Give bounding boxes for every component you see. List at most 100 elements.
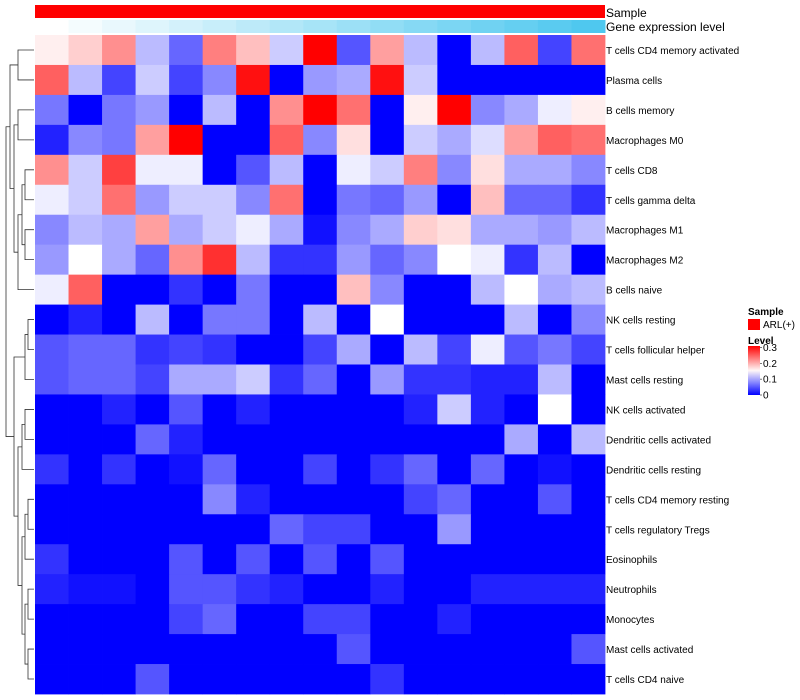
heatmap-cell xyxy=(370,244,405,276)
heatmap-cell xyxy=(403,124,438,156)
heatmap-cell xyxy=(336,244,371,276)
heatmap-cell xyxy=(35,574,69,605)
heatmap-cell xyxy=(571,634,606,665)
heatmap-cell xyxy=(470,604,505,635)
heatmap-cell xyxy=(303,514,338,545)
heatmap-cell xyxy=(202,214,237,246)
row-dendrogram xyxy=(5,49,34,680)
row-label: NK cells activated xyxy=(606,405,685,416)
heatmap-cell xyxy=(303,604,338,635)
heatmap-cell xyxy=(169,124,204,156)
heatmap-cell xyxy=(403,35,438,66)
heatmap-cell xyxy=(437,64,472,96)
heatmap-cell xyxy=(403,364,438,395)
heatmap-cell xyxy=(269,94,304,126)
heatmap-cell xyxy=(403,214,438,246)
heatmap-cell xyxy=(537,64,572,96)
heatmap-cell xyxy=(571,454,606,485)
heatmap-cell xyxy=(202,514,237,545)
heatmap-cell xyxy=(68,514,103,545)
heatmap-cell xyxy=(169,184,204,216)
dendrogram-branch xyxy=(24,513,34,560)
row-label: T cells CD4 memory resting xyxy=(606,495,729,506)
heatmap-cell xyxy=(202,124,237,156)
heatmap-cell xyxy=(537,304,572,335)
heatmap-cell xyxy=(269,394,304,425)
heatmap-cell xyxy=(303,544,338,575)
heatmap-cell xyxy=(202,154,237,186)
heatmap-cell xyxy=(437,35,472,66)
heatmap-cell xyxy=(68,64,103,96)
heatmap-cell xyxy=(403,454,438,485)
heatmap-cell xyxy=(269,35,304,66)
heatmap-cell xyxy=(202,664,237,695)
heatmap-cell xyxy=(135,484,170,515)
heatmap-cell xyxy=(504,274,539,305)
heatmap-cell xyxy=(303,634,338,665)
heatmap-cell xyxy=(571,604,606,635)
heatmap-cell xyxy=(102,64,136,96)
expression-annotation-cell xyxy=(470,20,505,33)
dendrogram-branch xyxy=(21,184,25,246)
heatmap-cell xyxy=(537,514,572,545)
heatmap-cell xyxy=(169,394,204,425)
heatmap-cell xyxy=(68,664,103,695)
heatmap-cell xyxy=(169,454,204,485)
heatmap-cell xyxy=(35,424,69,455)
heatmap-cell xyxy=(571,94,606,126)
heatmap-cell xyxy=(571,184,606,216)
heatmap-cell xyxy=(102,244,136,276)
heatmap-cell xyxy=(470,94,505,126)
heatmap-cell xyxy=(269,544,304,575)
row-label: Mast cells activated xyxy=(606,645,693,656)
heatmap-cell xyxy=(437,604,472,635)
heatmap-cell xyxy=(202,394,237,425)
heatmap-cell xyxy=(102,634,136,665)
row-label: T cells gamma delta xyxy=(606,196,696,207)
row-label: T cells CD4 memory activated xyxy=(606,46,739,57)
heatmap-cell xyxy=(504,574,539,605)
heatmap-cell xyxy=(269,364,304,395)
heatmap-cell xyxy=(504,544,539,575)
heatmap-cell xyxy=(68,124,103,156)
heatmap-cell xyxy=(236,244,271,276)
heatmap-cell xyxy=(370,304,405,335)
heatmap-cell xyxy=(504,304,539,335)
heatmap-cell xyxy=(370,604,405,635)
heatmap-cell xyxy=(303,484,338,515)
heatmap-cell xyxy=(336,154,371,186)
dendrogram-branch xyxy=(24,409,34,440)
heatmap-cell xyxy=(470,484,505,515)
heatmap-cell xyxy=(370,184,405,216)
heatmap-cell xyxy=(403,184,438,216)
heatmap-cell xyxy=(35,514,69,545)
heatmap-cell xyxy=(370,35,405,66)
heatmap-cell xyxy=(571,394,606,425)
heatmap-cell xyxy=(169,274,204,305)
heatmap-cell xyxy=(437,574,472,605)
row-label: Plasma cells xyxy=(606,76,662,87)
heatmap-cell xyxy=(303,124,338,156)
expression-annotation-cell xyxy=(336,20,371,33)
expression-annotation-cell xyxy=(504,20,539,33)
heatmap-cell xyxy=(102,514,136,545)
heatmap-cell xyxy=(236,364,271,395)
heatmap-cell xyxy=(370,454,405,485)
row-label: Neutrophils xyxy=(606,585,657,596)
heatmap-cell xyxy=(202,94,237,126)
heatmap-cell xyxy=(68,484,103,515)
heatmap-cell xyxy=(202,35,237,66)
row-label: NK cells resting xyxy=(606,316,675,327)
legend-tick-label: 0.3 xyxy=(763,343,777,354)
heatmap-cell xyxy=(102,35,136,66)
heatmap-cell xyxy=(269,244,304,276)
heatmap-cell xyxy=(236,94,271,126)
heatmap-cell xyxy=(35,394,69,425)
dendrogram-branch xyxy=(17,109,34,141)
heatmap-cell xyxy=(236,334,271,365)
heatmap-cell xyxy=(370,574,405,605)
heatmap-cell xyxy=(470,544,505,575)
heatmap-cell xyxy=(403,424,438,455)
heatmap-cell xyxy=(437,634,472,665)
